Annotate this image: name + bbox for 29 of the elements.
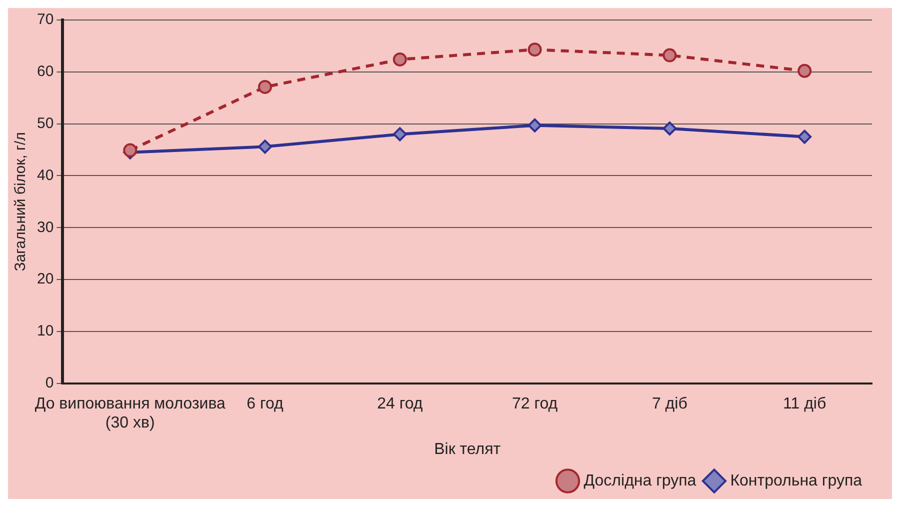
point xyxy=(798,64,812,78)
x-axis-title: Вік телят xyxy=(434,440,502,458)
y-axis-title: Загальний білок, г/л xyxy=(12,132,30,272)
point xyxy=(662,122,677,136)
x-tick-label: До випоювання молозива (30 хв) xyxy=(34,395,226,432)
point xyxy=(123,143,138,158)
y-tick-label: 40 xyxy=(36,166,54,184)
x-tick-label: 24 год xyxy=(377,395,424,412)
x-tick-label: 7 діб xyxy=(652,395,688,412)
point xyxy=(528,118,542,132)
point xyxy=(258,140,272,154)
point xyxy=(798,130,812,144)
point xyxy=(258,80,272,94)
y-tick-label: 50 xyxy=(36,114,54,132)
y-tick-label: 30 xyxy=(36,218,54,236)
y-tick-label: 0 xyxy=(45,374,54,392)
point xyxy=(392,52,407,66)
point xyxy=(528,42,542,57)
x-tick-label: 72 год xyxy=(512,395,558,412)
point xyxy=(392,127,407,142)
legend-label: Контрольна група xyxy=(730,472,862,490)
legend-label: Дослідна група xyxy=(584,472,696,490)
y-tick-label: 20 xyxy=(36,270,54,288)
x-tick-label: 11 діб xyxy=(783,395,826,412)
y-tick-label: 60 xyxy=(36,63,54,80)
y-tick-label: 10 xyxy=(36,322,54,340)
x-tick-label: 6 год xyxy=(246,395,284,412)
point xyxy=(662,48,677,62)
y-tick-label: 70 xyxy=(36,11,54,28)
